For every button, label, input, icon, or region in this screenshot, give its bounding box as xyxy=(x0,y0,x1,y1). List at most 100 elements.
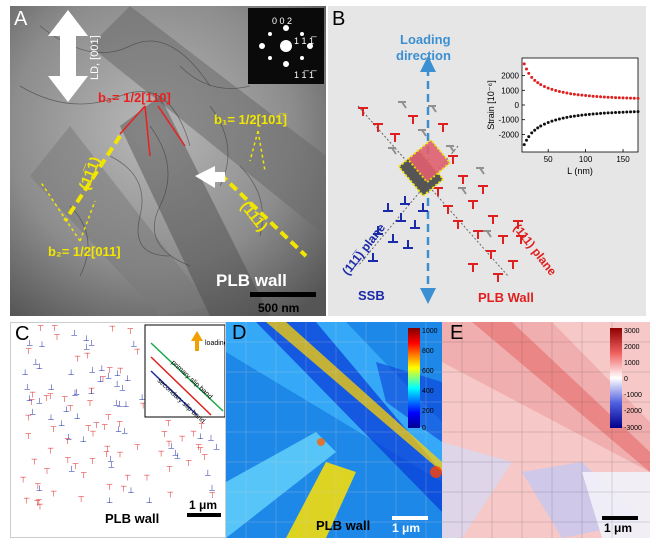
dislocation-symbol: ⊥ xyxy=(68,368,75,377)
plb-wall-label-c: PLB wall xyxy=(105,511,159,526)
dislocation-symbol: ⊥ xyxy=(22,368,29,377)
data-point-positive xyxy=(539,83,543,87)
plb-wall-label-b: PLB Wall xyxy=(478,290,534,305)
dislocation-symbol: ⊥ xyxy=(83,342,90,351)
dislocation-symbol: ⊥ xyxy=(83,334,90,343)
scale-label-d: 1 μm xyxy=(392,521,420,535)
data-point-negative xyxy=(561,116,565,120)
dislocation-symbol: ⊥ xyxy=(29,407,36,416)
dislocation-symbol: ⊤ xyxy=(93,421,100,430)
dislocation-symbol: ⊤ xyxy=(85,424,92,433)
data-point-positive xyxy=(522,62,526,66)
x-tick-label: 150 xyxy=(616,155,630,164)
dislocation-symbol: ⊥ xyxy=(130,339,137,348)
data-point-negative xyxy=(542,122,546,126)
dislocation-symbol: ⊤ xyxy=(117,366,124,375)
stress-map-svg: 1000 800 600 400 200 0 PLB wall 1 μm xyxy=(226,322,442,538)
dislocation-symbol: ⊥ xyxy=(24,382,31,391)
data-point-negative xyxy=(617,110,621,114)
data-point-positive xyxy=(636,96,640,100)
data-point-positive xyxy=(606,95,610,99)
dislocation-symbol: ⊤ xyxy=(44,467,51,476)
x-tick-label: 50 xyxy=(544,155,553,164)
data-point-positive xyxy=(569,92,573,96)
data-point-negative xyxy=(606,111,610,115)
diff-label-002: 0 0 2 xyxy=(272,16,292,26)
data-point-positive xyxy=(602,95,606,99)
dislocation-symbol: ⊥ xyxy=(48,413,55,422)
panel-c-dislocation-map: ⊥ ⊤ ⊤ ⊤ ⊤ ⊤ ⊤ ⊥ ⊤ ⊤ ⊤ ⊤ ⊥ ⊥ ⊥ ⊥ ⊤ ⊥ ⊤ ⊥ ⊤ ⊤ ⊤ ⊥ ⊤ ⊤ ⊤ ⊤ ⊤ ⊥ ⊤ ⊥ ⊤ ⊥ ⊥ ⊥ ⊤ ⊥ ⊥ ⊤… xyxy=(10,322,226,538)
dislocation-symbol: ⊥ xyxy=(36,484,43,493)
b1-label: b₁= 1/2[101̅] xyxy=(214,112,287,127)
dislocation-symbol: ⊥ xyxy=(108,460,115,469)
dislocation-symbol: ⊤ xyxy=(37,324,44,333)
dislocation-symbol: ⊥ xyxy=(26,339,33,348)
dislocation-symbol: ⊤ xyxy=(64,456,71,465)
data-point-negative xyxy=(550,119,554,123)
data-point-negative xyxy=(527,135,531,139)
scale-bar-c xyxy=(187,513,221,517)
plot-area xyxy=(521,57,639,153)
dislocation-symbol: ⊥ xyxy=(97,375,104,384)
data-point-positive xyxy=(546,86,550,90)
dislocation-symbol: ⊥ xyxy=(26,394,33,403)
dislocation-symbol: ⊥ xyxy=(115,425,122,434)
cbar-e-tick: 1000 xyxy=(624,360,640,367)
data-point-positive xyxy=(572,92,576,96)
dislocation-symbol: ⊤ xyxy=(120,484,127,493)
data-point-positive xyxy=(557,89,561,93)
panel-e-strain-map: 3000 2000 1000 0 -1000 -2000 -3000 1 μm … xyxy=(442,322,650,538)
data-point-negative xyxy=(533,128,537,132)
dislocation-symbol: ⊥ xyxy=(197,432,204,441)
dislocation-symbol: ⊥ xyxy=(119,384,126,393)
plane-111-label-b: (111) plane xyxy=(511,221,560,278)
dislocation-symbol: ⊥ xyxy=(128,486,135,495)
strain-map-svg: 3000 2000 1000 0 -1000 -2000 -3000 1 μm xyxy=(442,322,650,538)
data-point-negative xyxy=(621,110,625,114)
dislocation-symbol: ⊤ xyxy=(29,390,36,399)
red-dislocations xyxy=(358,107,526,282)
x-tick-label: 100 xyxy=(579,155,593,164)
dislocation-symbol: ⊤ xyxy=(106,366,113,375)
panel-label-e: E xyxy=(450,322,464,344)
cbar-d-tick: 400 xyxy=(422,388,434,395)
dislocation-symbol: ⊥ xyxy=(139,393,146,402)
dislocation-symbol: ⊥ xyxy=(39,340,46,349)
data-point-negative xyxy=(554,118,558,122)
dislocation-symbol: ⊥ xyxy=(209,484,216,493)
dislocation-symbol: ⊤ xyxy=(144,473,151,482)
data-point-negative xyxy=(580,113,584,117)
b2-label: b₂= 1/2[011] xyxy=(48,244,121,259)
loading-arrow-down xyxy=(420,288,436,304)
yellow-annotations xyxy=(39,130,266,242)
dislocation-symbol: ⊤ xyxy=(50,425,57,434)
ld-double-arrow xyxy=(48,10,88,102)
dislocation-symbol: ⊥ xyxy=(88,339,95,348)
scale-bar-e xyxy=(602,516,638,520)
dislocation-symbol: ⊤ xyxy=(47,392,54,401)
panel-label-c: C xyxy=(15,323,30,345)
data-point-positive xyxy=(591,94,595,98)
secondary-band-line xyxy=(150,370,198,416)
data-point-positive xyxy=(542,84,546,88)
colorbar-d-ticks: 1000 800 600 400 200 0 xyxy=(422,328,438,432)
dislocation-symbol: ⊤ xyxy=(43,394,50,403)
data-point-negative xyxy=(569,115,573,119)
dislocation-symbol: ⊤ xyxy=(31,458,38,467)
data-point-positive xyxy=(632,96,636,100)
data-point-negative xyxy=(632,110,636,114)
dislocation-symbol: ⊤ xyxy=(195,443,202,452)
dislocation-symbol: ⊥ xyxy=(74,412,81,421)
loading-arrow-up xyxy=(420,56,436,72)
y-tick-label: 1000 xyxy=(501,86,519,95)
dislocation-symbol: ⊥ xyxy=(172,449,179,458)
dislocation-symbol: ⊤ xyxy=(116,420,123,429)
data-point-positive xyxy=(550,87,554,91)
scale-bar xyxy=(250,292,316,297)
schematic-svg: Loading direction (111̅) plane (111) pla… xyxy=(339,32,640,305)
dislocation-symbol: ⊤ xyxy=(90,429,97,438)
cbar-e-tick: -1000 xyxy=(624,392,642,399)
data-point-negative xyxy=(546,120,550,124)
dislocation-symbol: ⊤ xyxy=(25,432,32,441)
dislocation-symbol: ⊤ xyxy=(67,404,74,413)
